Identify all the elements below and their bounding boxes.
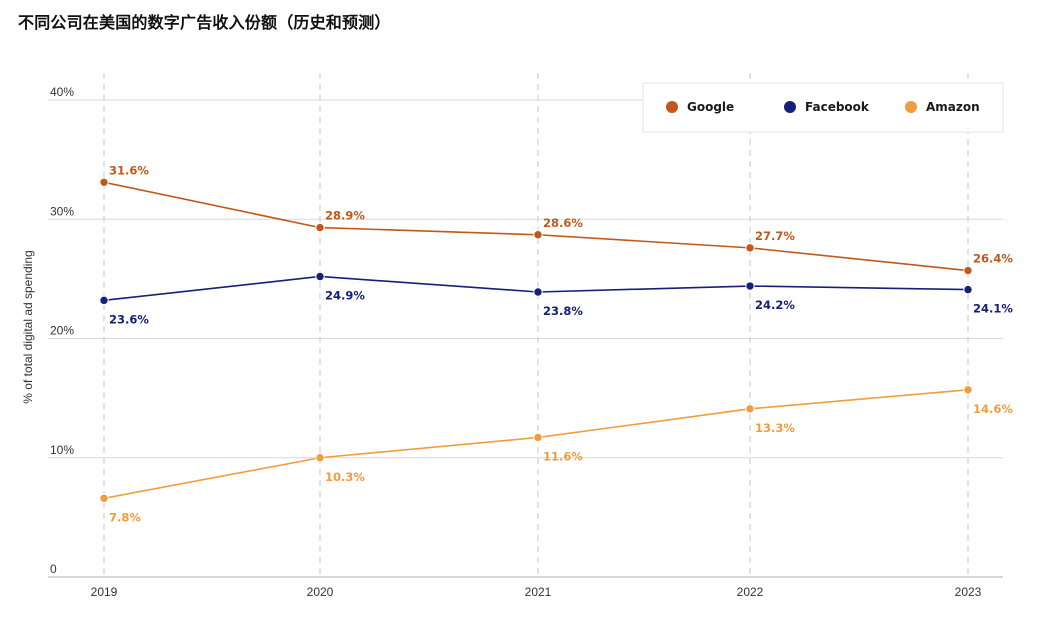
series-line-google [103,181,969,272]
data-point [745,281,755,291]
data-label: 24.9% [325,288,365,302]
x-tick-label: 2023 [955,585,982,599]
data-point [533,230,543,240]
data-label: 7.8% [109,510,141,524]
data-point [745,243,755,253]
y-axis-title: % of total digital ad spending [21,250,35,403]
chart-title: 不同公司在美国的数字广告收入份额（历史和预测） [18,13,391,32]
data-label: 28.9% [325,209,365,223]
legend-box [642,82,1004,133]
data-point [963,385,973,395]
y-tick-label: 30% [50,204,74,218]
data-label: 24.2% [755,298,795,312]
data-label: 28.6% [543,216,583,230]
data-label: 10.3% [325,470,365,484]
legend-label: Google [687,100,734,114]
legend-label: Amazon [926,100,980,114]
data-label: 24.1% [973,302,1013,316]
legend-marker [666,101,678,113]
data-point [745,404,755,414]
data-point [963,265,973,276]
data-point [99,295,109,306]
legend-marker [784,101,796,113]
data-point [533,287,543,297]
data-label: 11.6% [543,449,583,463]
data-label: 13.3% [755,421,795,435]
x-tick-label: 2019 [91,585,118,599]
data-point [533,432,543,443]
data-point [963,284,973,295]
data-label: 27.7% [755,229,795,243]
series-line-amazon [103,388,969,500]
data-point [315,271,325,282]
x-tick-label: 2020 [307,585,334,599]
data-point [315,222,325,233]
data-label: 31.6% [109,163,149,177]
y-tick-label: 20% [50,324,74,338]
data-point [99,493,109,503]
y-tick-label: 10% [50,443,74,457]
data-label: 26.4% [973,252,1013,266]
legend-label: Facebook [805,100,870,114]
data-label: 14.6% [973,402,1013,416]
y-tick-label: 0 [50,562,57,576]
x-tick-label: 2021 [525,585,552,599]
data-label: 23.6% [109,312,149,326]
x-tick-label: 2022 [737,585,764,599]
data-point [315,453,325,463]
data-label: 23.8% [543,304,583,318]
data-point [99,177,109,187]
y-tick-label: 40% [50,85,74,99]
legend-marker [905,101,917,113]
